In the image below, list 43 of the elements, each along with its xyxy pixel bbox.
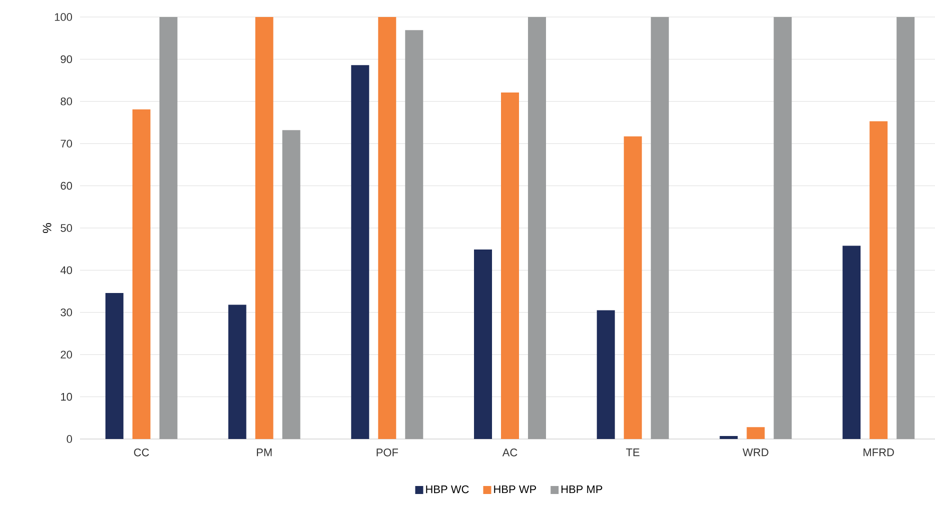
x-tick-label: AC	[502, 448, 518, 456]
y-tick-label: 20	[60, 350, 72, 358]
bar	[474, 250, 492, 439]
legend-label: HBP WC	[426, 485, 469, 494]
bar	[774, 17, 792, 439]
x-tick-label: WRD	[742, 448, 768, 456]
legend-label: HBP MP	[562, 485, 602, 494]
y-axis-title: %	[42, 223, 52, 233]
y-tick-label: 70	[60, 140, 72, 148]
bar	[842, 246, 861, 439]
bar	[405, 30, 424, 439]
x-tick-label: MFRD	[864, 448, 894, 456]
bar	[378, 17, 396, 439]
y-tick-label: 60	[60, 182, 72, 190]
bar	[228, 304, 246, 439]
y-tick-label: 90	[60, 55, 72, 64]
bar	[596, 310, 615, 439]
bar	[159, 17, 178, 439]
bar	[720, 436, 738, 439]
bar	[896, 17, 915, 439]
bar	[870, 121, 888, 439]
y-tick-label: 40	[60, 266, 72, 274]
y-tick-label: 30	[60, 308, 72, 316]
bar	[650, 17, 669, 439]
x-tick-label: TE	[626, 448, 640, 456]
bar	[624, 136, 642, 439]
y-tick-label: 10	[61, 392, 72, 401]
y-tick-label: 80	[60, 98, 72, 106]
y-tick-label: 100	[54, 13, 72, 21]
bar	[501, 92, 519, 439]
bar	[528, 17, 546, 439]
bar	[351, 65, 370, 439]
y-tick-label: 0	[66, 435, 72, 443]
x-tick-label: CC	[134, 448, 149, 456]
bar	[282, 130, 300, 439]
bar	[105, 292, 124, 439]
legend-label: HBP WP	[494, 485, 536, 494]
bar	[132, 109, 150, 439]
bar	[746, 427, 765, 439]
x-tick-label: POF	[376, 448, 398, 456]
bar	[255, 17, 274, 439]
y-tick-label: 50	[60, 224, 72, 232]
x-tick-label: PM	[256, 448, 272, 456]
